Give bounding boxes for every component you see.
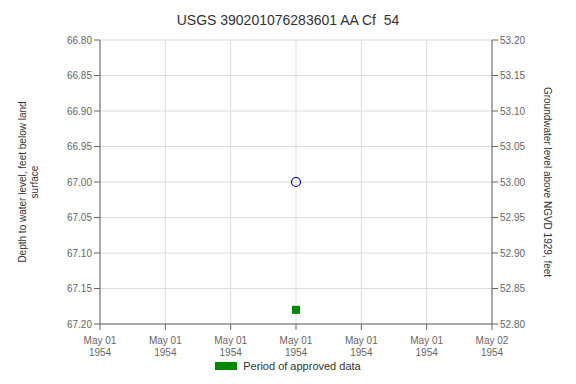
- svg-text:53.15: 53.15: [500, 70, 525, 81]
- svg-text:66.90: 66.90: [67, 106, 92, 117]
- svg-text:52.80: 52.80: [500, 319, 525, 330]
- svg-text:67.15: 67.15: [67, 283, 92, 294]
- svg-text:52.85: 52.85: [500, 283, 525, 294]
- svg-text:53.00: 53.00: [500, 177, 525, 188]
- svg-text:67.10: 67.10: [67, 248, 92, 259]
- svg-text:May 011954: May 011954: [280, 335, 313, 358]
- svg-text:53.05: 53.05: [500, 141, 525, 152]
- svg-text:May 011954: May 011954: [410, 335, 443, 358]
- svg-text:66.95: 66.95: [67, 141, 92, 152]
- svg-text:53.20: 53.20: [500, 35, 525, 46]
- svg-text:53.10: 53.10: [500, 106, 525, 117]
- svg-text:52.95: 52.95: [500, 212, 525, 223]
- svg-text:66.80: 66.80: [67, 35, 92, 46]
- svg-text:May 011954: May 011954: [214, 335, 247, 358]
- svg-text:May 021954: May 021954: [476, 335, 509, 358]
- svg-text:67.20: 67.20: [67, 319, 92, 330]
- svg-text:67.05: 67.05: [67, 212, 92, 223]
- svg-text:67.00: 67.00: [67, 177, 92, 188]
- svg-text:52.90: 52.90: [500, 248, 525, 259]
- svg-text:Depth to water level, feet bel: Depth to water level, feet below landsur…: [17, 101, 40, 262]
- html-text:Period of approved data: Period of approved data: [243, 360, 361, 372]
- svg-text:66.85: 66.85: [67, 70, 92, 81]
- svg-text:May 011954: May 011954: [149, 335, 182, 358]
- svg-text:Groundwater level above NGVD 1: Groundwater level above NGVD 1929, feet: [542, 87, 553, 277]
- svg-text:May 011954: May 011954: [345, 335, 378, 358]
- svg-text:May 011954: May 011954: [84, 335, 117, 358]
- html-text:USGS 390201076283601 AA Cf 54: USGS 390201076283601 AA Cf 54: [176, 12, 400, 28]
